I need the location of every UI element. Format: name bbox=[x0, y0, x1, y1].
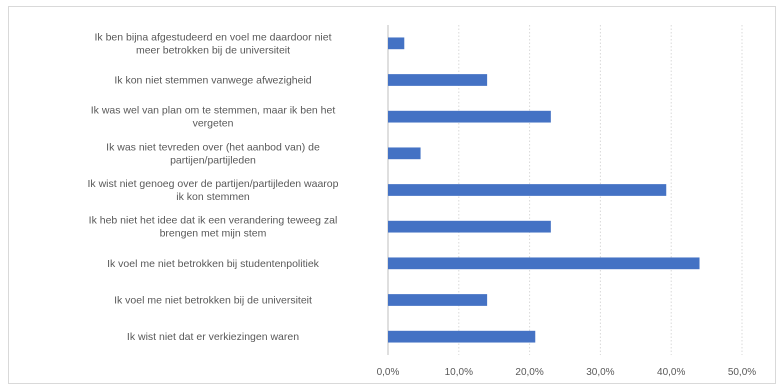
bar bbox=[388, 37, 405, 50]
category-label: Ik was wel van plan om te stemmen, maar … bbox=[91, 105, 336, 130]
x-tick-label: 20,0% bbox=[515, 367, 543, 378]
x-tick-label: 0,0% bbox=[377, 367, 400, 378]
category-label-line: meer betrokken bij de universiteit bbox=[136, 44, 290, 56]
category-label-line: Ik kon niet stemmen vanwege afwezigheid bbox=[114, 75, 311, 87]
category-label: Ik kon niet stemmen vanwege afwezigheid bbox=[114, 75, 311, 87]
category-label: Ik voel me niet betrokken bij de univers… bbox=[114, 295, 312, 307]
bar bbox=[388, 74, 488, 86]
category-label-line: Ik was niet tevreden over (het aanbod va… bbox=[106, 141, 320, 153]
x-tick-label: 30,0% bbox=[586, 367, 614, 378]
category-label: Ik heb niet het idee dat ik een verander… bbox=[89, 215, 338, 240]
bar-chart: Ik ben bijna afgestudeerd en voel me daa… bbox=[88, 25, 757, 378]
category-label-line: Ik wist niet dat er verkiezingen waren bbox=[127, 331, 299, 343]
category-label: Ik wist niet dat er verkiezingen waren bbox=[127, 331, 299, 343]
x-tick-label: 10,0% bbox=[445, 367, 473, 378]
category-label-line: brengen met mijn stem bbox=[160, 228, 267, 240]
x-axis-ticks: 0,0% 10,0% 20,0% 30,0% 40,0% 50,0% bbox=[377, 367, 757, 378]
category-label-line: partijen/partijleden bbox=[170, 154, 256, 166]
chart-frame: Ik ben bijna afgestudeerd en voel me daa… bbox=[8, 6, 776, 384]
category-label-line: ik kon stemmen bbox=[176, 191, 250, 203]
category-labels: Ik ben bijna afgestudeerd en voel me daa… bbox=[88, 31, 339, 343]
bar bbox=[388, 110, 551, 123]
bar bbox=[388, 147, 421, 160]
bar bbox=[388, 184, 667, 196]
bar bbox=[388, 294, 488, 306]
category-label-line: vergeten bbox=[193, 118, 234, 130]
category-label: Ik voel me niet betrokken bij studentenp… bbox=[107, 258, 320, 270]
x-tick-label: 40,0% bbox=[657, 367, 685, 378]
category-label-line: Ik heb niet het idee dat ik een verander… bbox=[89, 215, 338, 227]
category-label: Ik wist niet genoeg over de partijen/par… bbox=[88, 178, 339, 203]
category-label-line: Ik was wel van plan om te stemmen, maar … bbox=[91, 105, 336, 117]
category-label-line: Ik wist niet genoeg over de partijen/par… bbox=[88, 178, 339, 190]
category-label-line: Ik ben bijna afgestudeerd en voel me daa… bbox=[95, 31, 332, 43]
bar bbox=[388, 257, 700, 270]
bar bbox=[388, 220, 551, 233]
x-tick-label: 50,0% bbox=[728, 367, 756, 378]
bars bbox=[388, 37, 700, 343]
category-label: Ik was niet tevreden over (het aanbod va… bbox=[106, 141, 320, 166]
category-label: Ik ben bijna afgestudeerd en voel me daa… bbox=[95, 31, 332, 56]
category-label-line: Ik voel me niet betrokken bij de univers… bbox=[114, 295, 312, 307]
category-label-line: Ik voel me niet betrokken bij studentenp… bbox=[107, 258, 320, 270]
bar bbox=[388, 330, 536, 343]
